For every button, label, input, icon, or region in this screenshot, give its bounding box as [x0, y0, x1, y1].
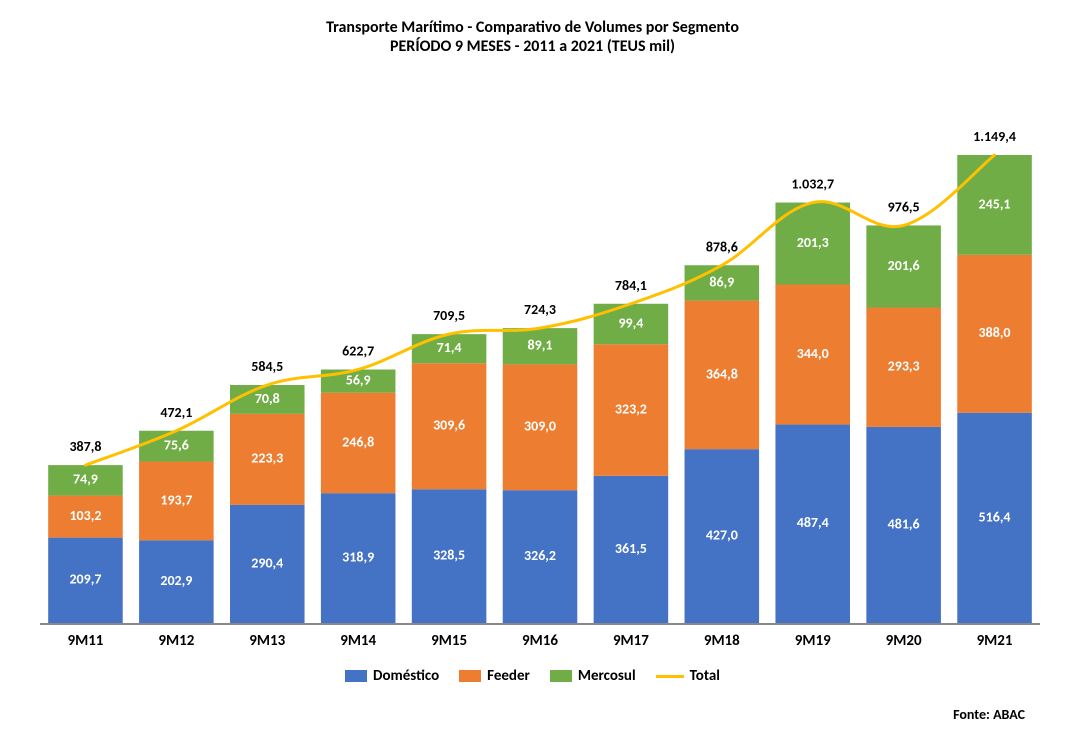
legend-label: Doméstico [373, 667, 439, 685]
bar-mercosul [594, 304, 669, 344]
bar-mercosul [685, 265, 760, 300]
bar-doméstico [503, 490, 578, 623]
bar-feeder [594, 344, 669, 476]
bar-mercosul [866, 225, 941, 307]
bar-doméstico [321, 493, 396, 623]
category-label: 9M21 [977, 632, 1013, 650]
bar-feeder [412, 363, 487, 489]
chart-title-1: Transporte Marítimo - Comparativo de Vol… [0, 18, 1065, 37]
bar-feeder [48, 496, 123, 538]
legend-swatch [459, 670, 481, 682]
bar-mercosul [48, 465, 123, 495]
category-label: 9M14 [340, 632, 376, 650]
legend-item-doméstico: Doméstico [345, 667, 439, 685]
bar-doméstico [139, 540, 214, 623]
category-label: 9M15 [431, 632, 467, 650]
chart-legend: Doméstico Feeder Mercosul Total [0, 667, 1065, 685]
bar-feeder [139, 462, 214, 541]
chart-title-2: PERÍODO 9 MESES - 2011 a 2021 (TEUS mil) [0, 37, 1065, 56]
bar-mercosul [957, 155, 1032, 255]
legend-item-total: Total [656, 667, 720, 685]
bar-doméstico [412, 489, 487, 623]
bar-doméstico [957, 413, 1032, 623]
category-label: 9M11 [67, 632, 103, 650]
bar-doméstico [866, 427, 941, 623]
category-label: 9M12 [158, 632, 194, 650]
plot-area: 209,7103,274,9387,89M11202,9193,775,6472… [40, 110, 1040, 625]
bar-doméstico [230, 505, 305, 623]
legend-item-feeder: Feeder [459, 667, 530, 685]
bar-feeder [957, 255, 1032, 413]
bar-feeder [230, 414, 305, 505]
category-label: 9M20 [886, 632, 922, 650]
legend-item-mercosul: Mercosul [550, 667, 636, 685]
category-label: 9M16 [522, 632, 558, 650]
chart-title-block: Transporte Marítimo - Comparativo de Vol… [0, 18, 1065, 56]
category-label: 9M13 [249, 632, 285, 650]
bar-feeder [321, 393, 396, 493]
bar-mercosul [503, 328, 578, 364]
chart-source: Fonte: ABAC [953, 706, 1025, 723]
bar-feeder [503, 364, 578, 490]
bar-doméstico [594, 476, 669, 623]
bar-feeder [866, 308, 941, 427]
legend-label: Total [690, 667, 720, 685]
legend-swatch [550, 670, 572, 682]
bar-doméstico [48, 538, 123, 623]
bar-mercosul [139, 431, 214, 462]
bar-feeder [685, 301, 760, 450]
legend-swatch [345, 670, 367, 682]
bar-doméstico [685, 449, 760, 623]
bar-feeder [775, 285, 850, 425]
legend-line-swatch [656, 675, 684, 678]
category-label: 9M19 [795, 632, 831, 650]
category-label: 9M18 [704, 632, 740, 650]
category-label: 9M17 [613, 632, 649, 650]
legend-label: Mercosul [578, 667, 636, 685]
maritime-volume-chart: Transporte Marítimo - Comparativo de Vol… [0, 0, 1065, 733]
legend-label: Feeder [487, 667, 530, 685]
bar-mercosul [230, 385, 305, 414]
bar-doméstico [775, 425, 850, 623]
bar-mercosul [412, 334, 487, 363]
